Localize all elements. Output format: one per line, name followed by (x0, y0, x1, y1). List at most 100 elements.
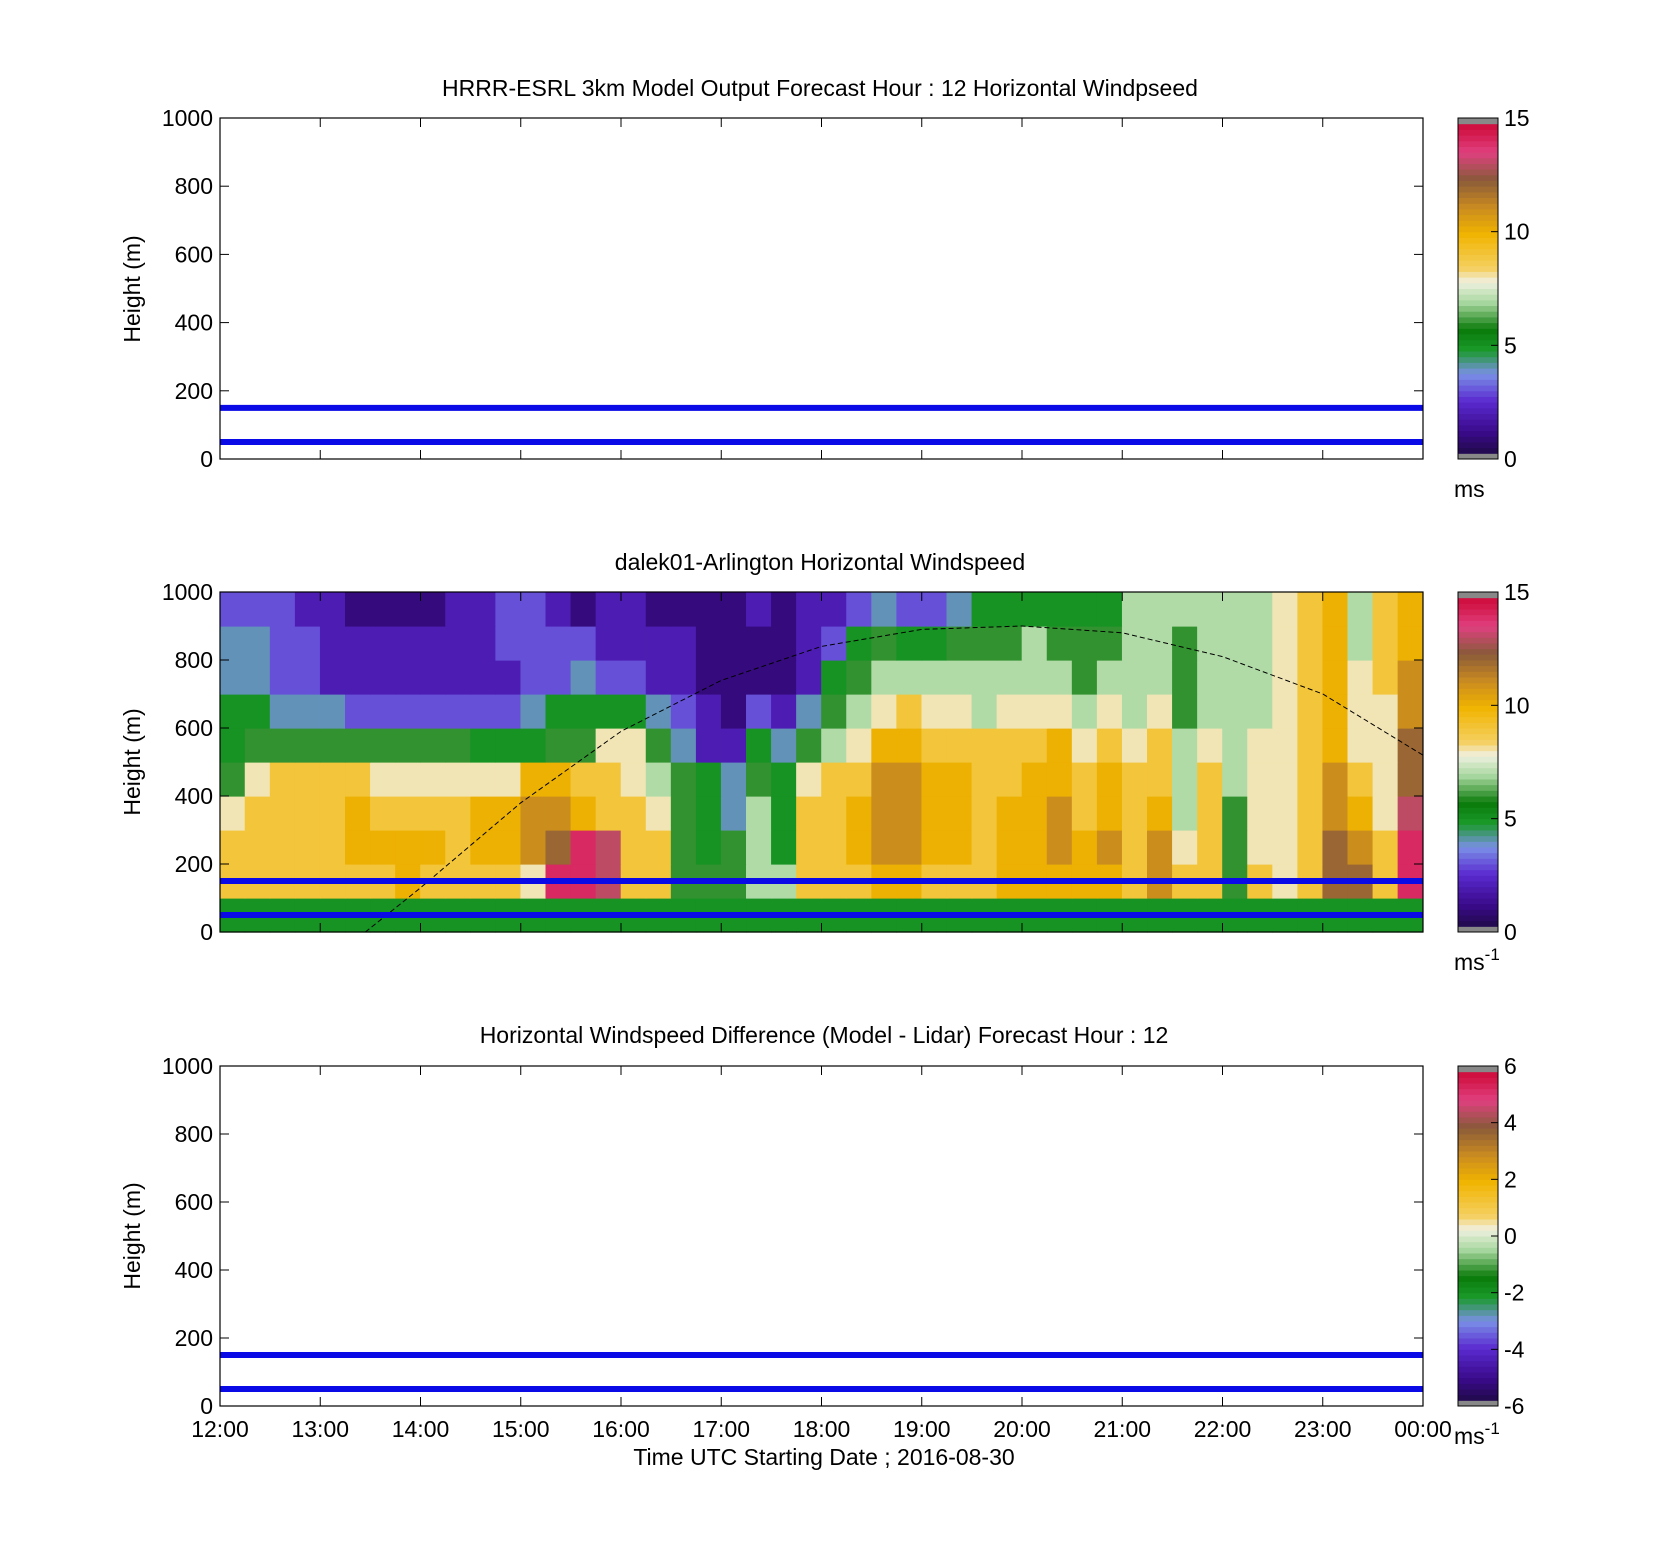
heatmap-cell (620, 796, 647, 831)
heatmap-cell (846, 660, 872, 695)
heatmap-cell (1121, 694, 1148, 729)
heatmap-cell (921, 626, 948, 661)
heatmap-cell (1347, 728, 1374, 763)
heatmap-cell (996, 762, 1023, 797)
heatmap-cell (420, 728, 446, 763)
colorbar-segment (1458, 1111, 1498, 1118)
heatmap-cell (896, 592, 923, 627)
heatmap-cell (470, 694, 496, 729)
y-tick-label: 800 (175, 173, 213, 199)
colorbar-segment (1458, 1128, 1498, 1135)
heatmap-cell (695, 830, 722, 865)
heatmap-cell (595, 694, 622, 729)
colorbar-tick-label: -6 (1504, 1393, 1524, 1419)
colorbar-segment (1458, 1298, 1498, 1305)
heatmap-cell (746, 830, 772, 865)
panel-difference: Horizontal Windspeed Difference (Model -… (119, 1022, 1525, 1470)
heatmap-cell (570, 660, 597, 695)
heatmap-cell (1147, 830, 1173, 865)
colorbar-segment (1458, 626, 1498, 633)
heatmap-cell (294, 796, 321, 831)
heatmap-cell (319, 830, 346, 865)
heatmap-cell (395, 626, 421, 661)
heatmap-cell (1347, 830, 1374, 865)
heatmap-cell (545, 660, 572, 695)
heatmap-cell (1197, 830, 1223, 865)
heatmap-cell (996, 728, 1023, 763)
colorbar-segment (1458, 424, 1498, 432)
heatmap-cell (1297, 830, 1324, 865)
colorbar-segment (1458, 305, 1498, 312)
heatmap-cell (1071, 796, 1098, 831)
heatmap-cell (1172, 626, 1198, 661)
heatmap-cell (244, 626, 271, 661)
heatmap-cell (971, 762, 998, 797)
heatmap-cell (871, 762, 897, 797)
heatmap-cell (670, 762, 697, 797)
colorbar-segment (1458, 333, 1498, 341)
heatmap-cell (370, 796, 396, 831)
heatmap-cell (1021, 660, 1048, 695)
colorbar-segment (1458, 779, 1498, 786)
heatmap-cell (670, 728, 697, 763)
heatmap-cell (244, 830, 271, 865)
heatmap-cell (1071, 830, 1098, 865)
colorbar-segment (1458, 1105, 1498, 1112)
heatmap-cell (595, 762, 622, 797)
colorbar-segment (1458, 1332, 1498, 1339)
heatmap-cell (771, 830, 797, 865)
colorbar-segment (1458, 648, 1498, 655)
heatmap-cell (520, 660, 547, 695)
axis-ticks: 0 200 400 600 800 1000 (162, 579, 1424, 945)
heatmap-cell (1297, 626, 1324, 661)
colorbar-segment (1458, 368, 1498, 375)
colorbar-segment (1458, 288, 1498, 295)
colorbar-segment (1458, 1326, 1498, 1333)
colorbar-segment (1458, 1400, 1498, 1407)
heatmap-cell (319, 796, 346, 831)
heatmap-cell (1172, 592, 1198, 627)
heatmap-cell (821, 728, 847, 763)
heatmap-cell (1197, 694, 1223, 729)
heatmap-cell (319, 762, 346, 797)
heatmap-cell (771, 592, 797, 627)
x-tick-label: 21:00 (1093, 1416, 1151, 1442)
heatmap-cell (921, 660, 948, 695)
heatmap-cell (720, 694, 747, 729)
heatmap-cell (470, 728, 496, 763)
heatmap-cell (319, 626, 346, 661)
heatmap-cell (545, 762, 572, 797)
heatmap-cell (871, 796, 897, 831)
heatmap-cell (520, 592, 547, 627)
heatmap-cell (395, 830, 421, 865)
heatmap-cell (345, 694, 371, 729)
heatmap-cell (1397, 592, 1424, 627)
heatmap-cell (1147, 762, 1173, 797)
colorbar-tick-label: 4 (1504, 1110, 1517, 1136)
heatmap-cell (445, 796, 471, 831)
heatmap-cell (420, 660, 446, 695)
heatmap-cell (1021, 796, 1048, 831)
heatmap-cell (896, 796, 923, 831)
heatmap-cell (1372, 626, 1399, 661)
heatmap-cell (1222, 796, 1248, 831)
colorbar-segment (1458, 282, 1498, 289)
colorbar: -6 -4 -2 0 2 4 6 ms-1 (1454, 1053, 1525, 1449)
heatmap-cell (395, 796, 421, 831)
colorbar-segment (1458, 637, 1498, 644)
colorbar-segment (1458, 711, 1498, 718)
colorbar-segment (1458, 875, 1498, 882)
y-tick-label: 800 (175, 1121, 213, 1147)
heatmap-cell (1322, 592, 1349, 627)
heatmap-cell (1172, 660, 1198, 695)
heatmap-cell (720, 660, 747, 695)
x-tick-label: 20:00 (993, 1416, 1051, 1442)
heatmap-cell (420, 796, 446, 831)
heatmap-cell (1071, 592, 1098, 627)
heatmap-cell (971, 830, 998, 865)
heatmap-cell (971, 626, 998, 661)
colorbar-segment (1458, 1190, 1498, 1197)
colorbar-segment (1458, 1083, 1498, 1090)
colorbar-segment (1458, 892, 1498, 899)
